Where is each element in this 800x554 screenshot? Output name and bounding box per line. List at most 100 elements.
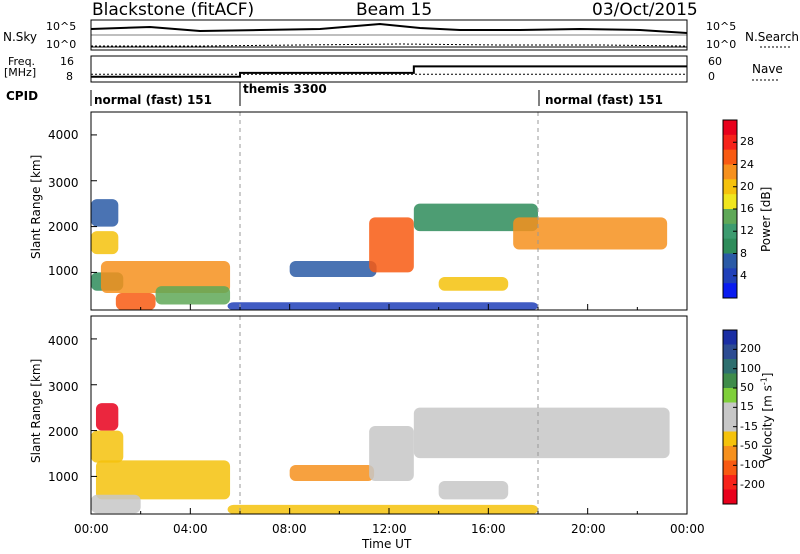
noise-tick-right-top: 10^5: [706, 20, 737, 33]
velocity-cbar-tick-label-4: -15: [740, 419, 758, 433]
velocity-band-1: [91, 430, 124, 463]
velocity-ytick-3: 1000: [48, 470, 79, 484]
velocity-band-5: [369, 426, 414, 481]
power-band-7: [369, 217, 414, 273]
cpid-segment-1: themis 3300: [243, 82, 327, 96]
power-ylabel: Slant Range [km]: [29, 154, 43, 259]
power-cbar-tick-label-4: 12: [740, 224, 754, 238]
velocity-cbar-tick-label-2: 50: [740, 381, 754, 394]
xtick-4: 16:00: [471, 522, 506, 536]
power-cbar-swatch-6: [723, 209, 737, 225]
power-cbar-swatch-4: [723, 179, 737, 195]
power-band-11: [227, 302, 539, 310]
velocity-cbar-tick-label-7: -200: [740, 477, 765, 491]
velocity-cbar-swatch-5: [723, 402, 737, 418]
nsearch-label: N.Search: [745, 30, 800, 44]
power-ytick-0: 4000: [48, 128, 79, 142]
velocity-cbar-tick-label-3: 15: [740, 400, 754, 414]
xtick-0: 00:00: [74, 522, 109, 536]
velocity-band-7: [438, 481, 509, 500]
velocity-band-0: [95, 403, 119, 431]
xtick-5: 20:00: [571, 522, 606, 536]
velocity-cbar-tick-label-5: -50: [740, 439, 758, 452]
power-band-3: [100, 260, 231, 294]
velocity-ylabel: Slant Range [km]: [29, 358, 43, 463]
freq-panel-frame: [90, 55, 688, 83]
power-ytick-1: 3000: [48, 176, 79, 190]
freq-series-line: [91, 65, 687, 78]
velocity-cbar-swatch-7: [723, 431, 737, 447]
nave-label: Nave: [752, 62, 783, 76]
velocity-band-8: [227, 504, 539, 514]
velocity-band-3: [91, 494, 141, 514]
velocity-band-4: [289, 464, 375, 481]
velocity-cbar-swatch-11: [723, 489, 737, 505]
power-band-1: [91, 231, 119, 255]
noise-sky-line: [90, 22, 688, 34]
power-cbar-swatch-7: [723, 223, 737, 240]
nave-tick-top: 60: [708, 55, 722, 68]
velocity-ytick-1: 3000: [48, 380, 79, 394]
velocity-cbar-swatch-1: [723, 344, 737, 360]
velocity-cbar-frame: [722, 329, 738, 505]
noise-search-line: [91, 43, 688, 47]
velocity-colorbar-label: Velocity [m s-1]: [760, 373, 775, 463]
velocity-band-2: [95, 460, 231, 500]
velocity-cbar-tick-label-1: 100: [740, 361, 761, 375]
noise-tick-right-bottom: 10^0: [706, 38, 737, 51]
velocity-label-end: ]: [760, 372, 775, 378]
power-band-5: [155, 286, 231, 305]
power-cbar-swatch-10: [723, 268, 737, 284]
date-title: 03/Oct/2015: [592, 0, 698, 20]
velocity-cbar-swatch-3: [723, 373, 737, 389]
power-band-8: [413, 203, 538, 232]
power-band-4: [115, 293, 156, 310]
nsky-label: N.Sky: [3, 30, 38, 44]
nave-tick-bottom: 0: [708, 70, 715, 83]
axes-ticks: [90, 134, 688, 514]
velocity-cbar-swatch-2: [723, 359, 737, 374]
power-colorbar: [722, 119, 738, 299]
power-cbar-swatch-11: [723, 283, 737, 299]
noise-tick-left-bottom: 10^0: [46, 38, 77, 51]
power-cbar-swatch-8: [723, 238, 737, 254]
velocity-heatmap: [91, 316, 670, 514]
power-colorbar-label: Power [dB]: [759, 186, 773, 252]
velocity-label-sup: -1: [759, 377, 769, 386]
radar-title: Blackstone (fitACF): [92, 0, 255, 20]
power-cbar-tick-label-2: 20: [740, 179, 754, 193]
power-cbar-swatch-9: [723, 253, 737, 269]
velocity-cbar-tick-label-0: 200: [740, 342, 761, 356]
power-cbar-swatch-1: [723, 134, 737, 151]
cpid-segment-2: normal (fast) 151: [545, 93, 663, 107]
power-cbar-swatch-0: [723, 120, 737, 136]
xtick-3: 12:00: [372, 522, 407, 536]
power-band-10: [513, 217, 668, 250]
beam-title: Beam 15: [356, 0, 433, 20]
power-cbar-tick-label-3: 16: [740, 202, 754, 215]
power-cbar-swatch-5: [723, 194, 737, 210]
velocity-cbar-swatch-4: [723, 388, 737, 403]
freq-label: Freq.: [8, 55, 36, 68]
velocity-cbar-tick-label-6: -100: [740, 458, 765, 472]
velocity-cbar-swatch-10: [723, 475, 737, 490]
freq-tick-top: 16: [60, 55, 74, 68]
power-band-6: [289, 260, 377, 277]
xlabel: Time UT: [362, 537, 412, 551]
velocity-colorbar: [722, 329, 738, 505]
velocity-ytick-0: 4000: [48, 334, 79, 348]
power-cbar-swatch-3: [723, 164, 737, 180]
velocity-label-main: Velocity [m s: [760, 385, 775, 463]
freq-unit-label: [MHz]: [4, 66, 37, 79]
noise-tick-left-top: 10^5: [46, 20, 77, 33]
power-cbar-tick-label-0: 28: [740, 135, 754, 149]
velocity-cbar-swatch-8: [723, 446, 737, 461]
velocity-cbar-swatch-9: [723, 460, 737, 476]
power-cbar-tick-label-1: 24: [740, 157, 754, 171]
power-cbar-tick-label-6: 4: [740, 268, 747, 282]
power-band-9: [438, 277, 509, 291]
velocity-cbar-swatch-6: [723, 417, 737, 432]
cpid-segment-0: normal (fast) 151: [94, 93, 212, 107]
power-ytick-3: 1000: [48, 264, 79, 278]
